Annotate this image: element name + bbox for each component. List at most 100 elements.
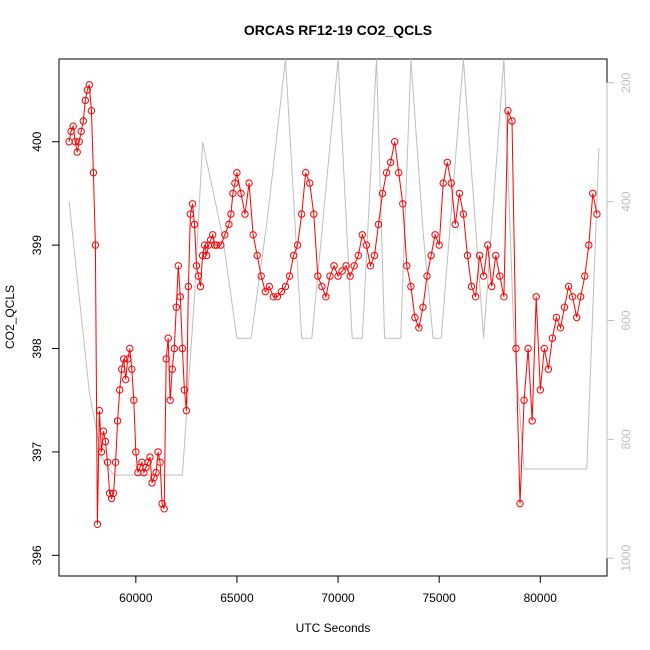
- co2-point: [492, 251, 500, 260]
- co2-point: [176, 293, 185, 301]
- co2-point: [107, 494, 116, 503]
- co2-point: [261, 287, 269, 296]
- co2-point: [585, 241, 593, 249]
- co2-point: [382, 169, 391, 177]
- x-tick-label: 75000: [422, 591, 456, 605]
- co2-point: [399, 200, 407, 208]
- co2-point: [346, 272, 354, 280]
- co2-point: [109, 489, 118, 497]
- co2-point: [338, 267, 346, 275]
- co2-point: [257, 272, 265, 280]
- co2-point: [168, 365, 176, 373]
- co2-point: [126, 344, 134, 353]
- co2-point: [265, 282, 273, 291]
- co2-point: [152, 468, 160, 477]
- co2-point: [573, 313, 581, 322]
- co2-point: [330, 262, 338, 270]
- co2-point: [366, 262, 375, 270]
- co2-point: [105, 489, 114, 497]
- co2-point: [111, 458, 120, 466]
- co2-point: [249, 231, 257, 239]
- co2-point: [386, 158, 395, 167]
- y2-tick-label: 200: [619, 72, 633, 92]
- co2-point: [451, 220, 459, 229]
- co2-line: [68, 84, 598, 525]
- co2-point: [289, 251, 298, 260]
- co2-point: [172, 303, 181, 311]
- co2-point: [253, 251, 261, 260]
- co2-point: [91, 241, 100, 249]
- co2-point: [459, 210, 468, 218]
- co2-point: [532, 293, 540, 301]
- pressure-series-line: [68, 58, 600, 476]
- x-tick-label: 70000: [321, 591, 355, 605]
- y2-tick-label: 1000: [619, 545, 633, 572]
- co2-point: [564, 282, 573, 291]
- co2-point: [496, 272, 504, 280]
- co2-point: [217, 241, 225, 249]
- y2-axis: 200 400 600 800 1000: [606, 72, 633, 572]
- co2-point: [378, 189, 387, 198]
- co2-point: [540, 344, 548, 353]
- co2-point: [447, 179, 455, 187]
- co2-point: [194, 272, 203, 280]
- co2-point: [516, 499, 524, 508]
- co2-point: [544, 365, 553, 373]
- co2-point: [314, 272, 322, 280]
- co2-series-line: [68, 84, 598, 525]
- co2-point: [370, 251, 379, 260]
- co2-point: [202, 251, 211, 260]
- co2-point: [488, 282, 496, 291]
- co2-point: [471, 293, 480, 301]
- co2-point: [310, 210, 318, 218]
- co2-point: [162, 355, 170, 363]
- co2-point: [227, 210, 235, 218]
- y-tick-label: 398: [30, 338, 44, 358]
- co2-point: [463, 251, 472, 260]
- co2-point: [512, 344, 520, 353]
- co2-point: [213, 241, 221, 249]
- co2-point: [589, 189, 597, 198]
- co2-point: [391, 138, 399, 146]
- pressure-line: [68, 58, 600, 476]
- co2-point: [132, 448, 140, 456]
- co2-point: [180, 386, 189, 394]
- y-tick-label: 397: [30, 442, 44, 462]
- co2-point: [245, 179, 253, 187]
- co2-point: [350, 262, 358, 270]
- co2-point: [188, 200, 197, 208]
- co2-point: [182, 406, 191, 415]
- co2-point: [166, 396, 174, 404]
- co2-point: [93, 520, 102, 528]
- co2-point: [306, 179, 314, 187]
- co2-point: [71, 138, 79, 146]
- co2-point: [174, 262, 183, 270]
- co2-point: [520, 396, 528, 404]
- co2-point: [407, 282, 415, 291]
- co2-point: [198, 251, 207, 260]
- co2-point: [536, 386, 544, 394]
- co2-point: [427, 251, 435, 260]
- co2-point: [178, 344, 187, 353]
- co2-point: [326, 272, 334, 280]
- co2-point: [190, 220, 199, 229]
- co2-series-points: [65, 81, 601, 528]
- co2-point: [479, 272, 488, 280]
- co2-point: [374, 220, 383, 229]
- co2-point: [358, 231, 366, 239]
- co2-point: [322, 293, 330, 301]
- co2-point: [528, 417, 536, 425]
- co2-point: [411, 313, 419, 322]
- co2-point: [277, 287, 286, 296]
- co2-point: [87, 107, 96, 115]
- y-tick-label: 399: [30, 235, 44, 255]
- co2-point: [81, 96, 90, 105]
- co2-point: [269, 293, 277, 301]
- co2-point: [225, 220, 233, 229]
- co2-point: [568, 293, 577, 301]
- co2-point: [237, 189, 245, 198]
- co2-point: [142, 463, 150, 472]
- co2-point: [200, 241, 209, 249]
- co2-point: [124, 355, 132, 363]
